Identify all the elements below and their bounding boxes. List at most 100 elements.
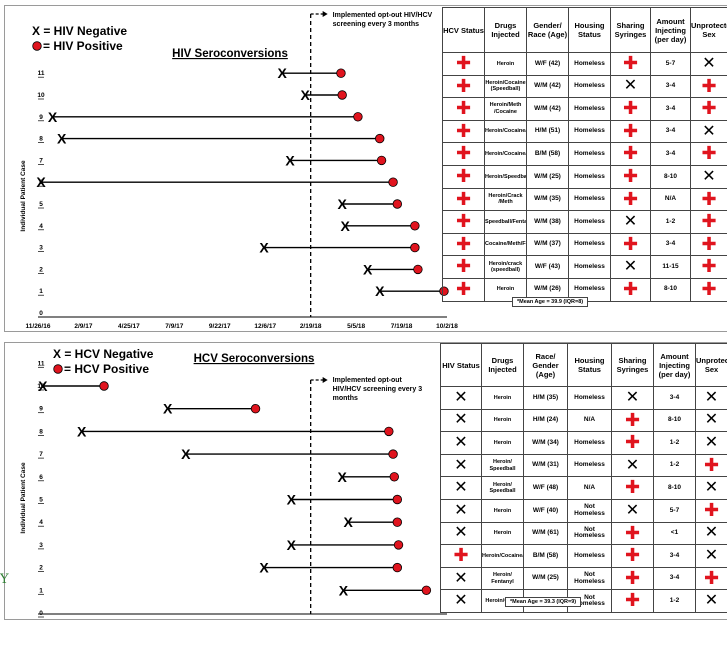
x-tick-label: 5/5/18 (347, 323, 365, 330)
plus-icon: ✚ (455, 98, 472, 119)
race-cell: W/M (25) (523, 566, 568, 591)
y-tick-label: 11 (38, 70, 45, 77)
housing-cell: Homeless (568, 74, 611, 99)
plus-icon: ✚ (701, 75, 717, 96)
plus-icon: ✚ (701, 211, 717, 232)
plus-icon: ✚ (624, 590, 641, 611)
amount-cell: 3-4 (650, 74, 691, 99)
housing-cell: Homeless (567, 544, 612, 568)
amount-cell: N/A (650, 187, 691, 212)
hcv-seroconversion-chart: X = HCV Negative= HCV Positive HCV Seroco… (20, 347, 447, 618)
y-tick-label: 2 (39, 565, 43, 572)
cross-icon: ✕ (625, 456, 640, 474)
table-row: ✚ Heroin/crack (speedball) W/F (43) Homeles… (442, 255, 727, 279)
table-row: ✕ Heroin/ Fentanyl W/M (25) Not Homeless ✚ 3-… (440, 566, 727, 591)
housing-cell: Not Homeless (567, 521, 612, 546)
cross-icon: ✕ (704, 433, 719, 451)
race-cell: W/F (42) (526, 52, 569, 76)
legend-positive-label: = HIV Positive (43, 39, 123, 53)
housing-cell: Homeless (568, 232, 611, 257)
y-tick-label: 9 (39, 406, 43, 413)
positive-marker (421, 585, 432, 596)
drugs-cell: Heroin/Crack /Meth (484, 187, 527, 212)
negative-marker: X (38, 378, 48, 394)
y-tick-label: 8 (39, 136, 43, 143)
hiv-mean-age: *Mean Age = 39.9 (IQR=8) (512, 297, 589, 307)
x-tick-label: 2/19/18 (300, 323, 322, 330)
plus-icon: ✚ (622, 98, 639, 119)
race-cell: H/M (24) (523, 408, 568, 433)
positive-marker (410, 242, 420, 253)
race-cell: W/M (35) (526, 187, 569, 212)
race-cell: H/M (51) (526, 119, 569, 144)
amount-cell: 3-4 (653, 386, 696, 410)
drugs-cell: Heroin (484, 52, 527, 76)
cross-icon: ✕ (625, 501, 640, 519)
y-tick-label: 3 (39, 245, 43, 252)
x-tick-label: 2/9/17 (74, 323, 92, 330)
header-hcv-status: HCV Status (442, 7, 485, 53)
x-tick-label: 10/2/18 (436, 323, 458, 330)
positive-marker (250, 403, 261, 414)
positive-marker (392, 562, 403, 573)
drugs-cell: Heroin/Cocaine/Speedball (484, 142, 527, 166)
race-cell: H/M (35) (523, 386, 568, 410)
housing-cell: Not Homeless (567, 566, 612, 591)
amount-cell: 1-2 (653, 431, 696, 455)
amount-cell: 8-10 (653, 476, 696, 500)
screening-annotation: Implemented opt-out HIV/HCV screening eve… (333, 377, 423, 402)
race-cell: W/M (42) (526, 97, 569, 121)
x-tick-label: 7/19/18 (391, 323, 413, 330)
table-row: ✚ Heroin/Meth /Cocaine W/M (42) Homeless ✚ 3-… (442, 97, 727, 121)
drugs-cell: Heroin/Cocaine/Speedball (484, 119, 527, 144)
legend-negative-label: X = HIV Negative (32, 24, 127, 38)
amount-cell: 5-7 (650, 52, 691, 76)
amount-cell: 3-4 (650, 232, 691, 257)
housing-cell: N/A (567, 408, 612, 433)
table-row: ✚ Heroin/Speedball W/M (25) Homeless ✚ 8-10 ✕ (442, 164, 727, 189)
race-cell: W/M (25) (526, 164, 569, 189)
drugs-cell: Heroin (481, 521, 524, 546)
legend-positive-marker (53, 364, 63, 374)
table-row: ✕Heroin/CrackW/M (37)Not Homeless✚1-2✕ (440, 589, 727, 613)
plus-icon: ✚ (455, 256, 472, 277)
cross-icon: ✕ (625, 388, 640, 406)
plus-icon: ✚ (622, 166, 639, 187)
header-drugs-injected: Drugs Injected (484, 7, 527, 53)
housing-cell: Homeless (568, 97, 611, 121)
positive-marker (375, 133, 385, 144)
hiv-case-table: HCV Status Drugs Injected Gender/ Race (… (442, 7, 727, 302)
cross-icon: ✕ (704, 592, 719, 610)
table-row: ✕ Heroin W/M (61) Not Homeless ✚ <1 ✕ (440, 521, 727, 546)
negative-marker: X (375, 283, 385, 299)
header-gender-race-age: Gender/ Race (Age) (526, 7, 569, 53)
drugs-cell: Heroin/ Speedball (481, 453, 524, 478)
plus-icon: ✚ (701, 233, 717, 254)
x-tick-label: 4/25/17 (118, 323, 140, 330)
plus-icon: ✚ (622, 53, 639, 74)
drugs-cell: Heroin/Cocaine/Speedball (481, 544, 524, 568)
race-cell: W/M (38) (526, 210, 569, 234)
negative-marker: X (338, 469, 348, 485)
legend-positive-marker (32, 41, 42, 51)
drugs-cell: Heroin/Cocaine (Speedball) (484, 74, 527, 99)
header-unprotected-sex: Unprotected Sex (690, 7, 727, 53)
plus-icon: ✚ (701, 256, 717, 277)
plus-icon: ✚ (703, 567, 720, 588)
y-tick-label: 1 (39, 288, 43, 295)
negative-marker: X (285, 152, 295, 168)
race-cell: W/F (43) (526, 255, 569, 279)
amount-cell: 3-4 (650, 119, 691, 144)
positive-marker (392, 494, 403, 505)
plus-icon: ✚ (703, 454, 720, 475)
drugs-cell: Heroin/ Fentanyl (481, 566, 524, 591)
housing-cell: Homeless (568, 142, 611, 166)
amount-cell: <1 (653, 521, 696, 546)
drugs-cell: Heroin (481, 498, 524, 523)
cross-icon: ✕ (702, 122, 716, 140)
drugs-cell: Cocaine/Meth/Fentanyl (484, 232, 527, 257)
cross-icon: ✕ (454, 433, 468, 451)
positive-marker (337, 90, 347, 100)
race-cell: W/M (34) (523, 431, 568, 455)
plus-icon: ✚ (624, 567, 641, 588)
